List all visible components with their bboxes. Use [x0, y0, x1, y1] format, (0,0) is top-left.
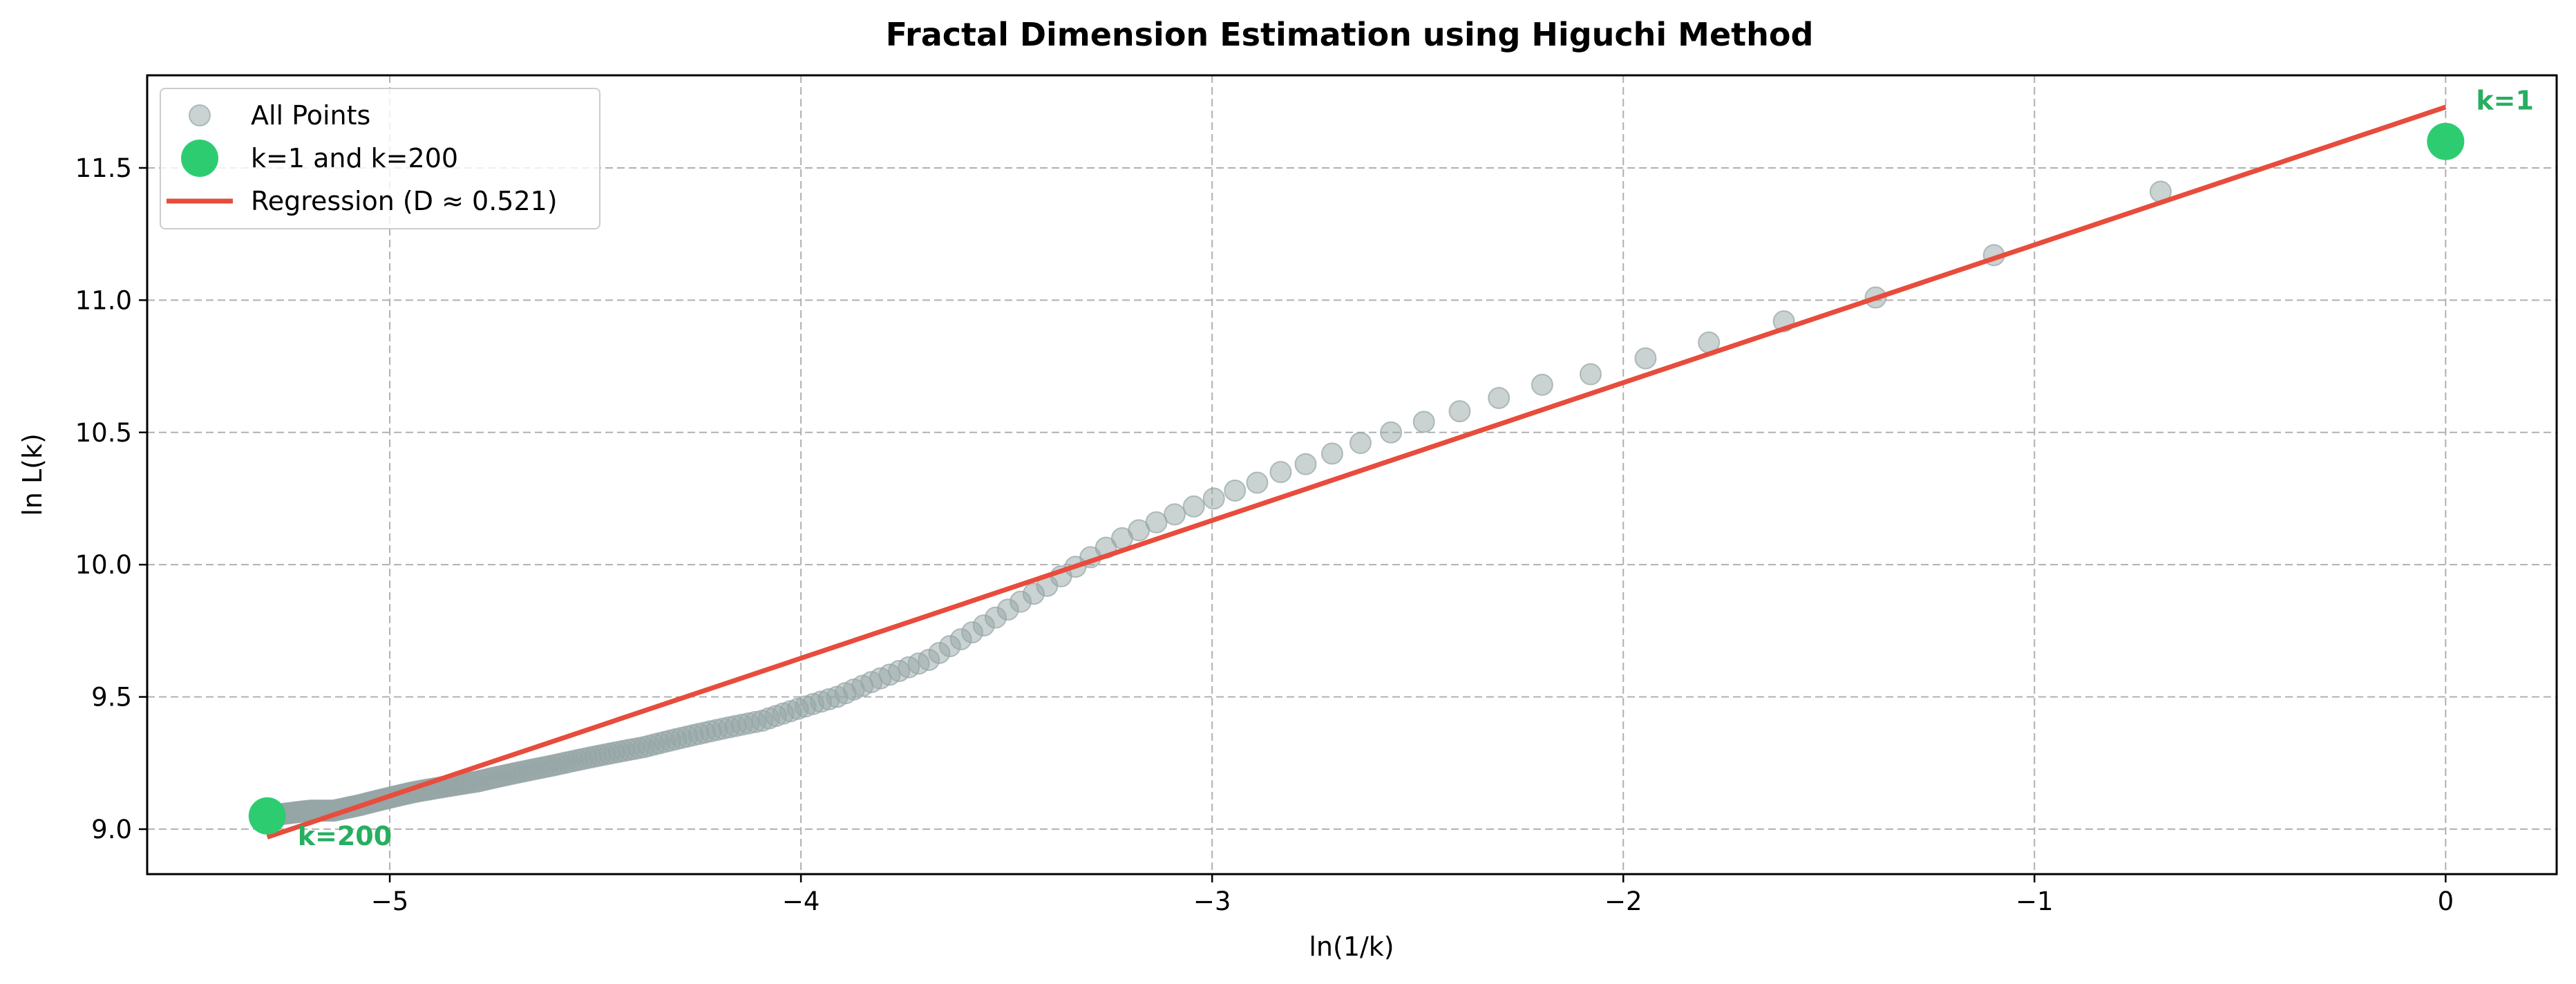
chart-title: Fractal Dimension Estimation using Higuc…: [886, 16, 1814, 53]
y-tick-label: 9.0: [91, 815, 132, 844]
y-tick-label: 10.0: [75, 550, 132, 580]
scatter-point: [1182, 495, 1205, 518]
x-axis-ticks: −5 −4 −3 −2 −1 0: [371, 874, 2454, 916]
scatter-point: [1320, 442, 1343, 465]
y-tick-label: 11.0: [75, 285, 132, 315]
highlight-points: [248, 122, 2465, 835]
legend: All Points k=1 and k=200 Regression (D ≈ 0…: [160, 88, 600, 229]
x-tick-label: −5: [371, 887, 409, 916]
regression-line-path: [266, 104, 2447, 840]
scatter-point: [1269, 461, 1292, 484]
y-axis-ticks: 9.0 9.5 10.0 10.5 11.0 11.5: [75, 153, 147, 844]
highlight-point: [248, 797, 286, 835]
annotation-label: k=1: [2476, 86, 2534, 116]
y-tick-label: 9.5: [91, 683, 132, 712]
scatter-point: [1634, 347, 1657, 370]
scatter-points: [256, 130, 2457, 827]
x-tick-label: −3: [1193, 887, 1231, 916]
y-tick-label: 10.5: [75, 418, 132, 448]
scatter-point: [1294, 453, 1317, 475]
scatter-point: [1164, 503, 1186, 526]
legend-label: k=1 and k=200: [251, 143, 458, 173]
y-tick-label: 11.5: [75, 153, 132, 183]
scatter-point: [1246, 471, 1269, 494]
x-tick-label: −4: [782, 887, 820, 916]
legend-marker-all-points: [189, 104, 211, 126]
grid: [147, 75, 2557, 874]
annotations: k=1 k=200: [298, 86, 2534, 851]
scatter-point: [1349, 432, 1372, 455]
regression-line: [266, 104, 2447, 840]
x-tick-label: −1: [2016, 887, 2054, 916]
scatter-point: [1202, 487, 1225, 510]
x-axis-label: ln(1/k): [1309, 931, 1394, 962]
scatter-point: [1448, 400, 1471, 423]
scatter-point: [1531, 373, 1553, 396]
x-tick-label: 0: [2438, 887, 2454, 916]
annotation-label: k=200: [298, 821, 392, 851]
y-axis-label: ln L(k): [17, 433, 48, 516]
scatter-point: [1224, 479, 1247, 502]
scatter-point: [1412, 410, 1435, 433]
scatter-point: [1380, 421, 1403, 444]
x-tick-label: −2: [1604, 887, 1642, 916]
legend-label: All Points: [251, 100, 370, 131]
plot-frame: [146, 74, 2558, 876]
scatter-point: [1579, 363, 1602, 386]
legend-marker-highlight: [181, 140, 218, 177]
highlight-point: [2427, 122, 2465, 160]
legend-label: Regression (D ≈ 0.521): [251, 186, 558, 216]
legend-box: [160, 88, 600, 229]
scatter-point: [1488, 386, 1510, 409]
